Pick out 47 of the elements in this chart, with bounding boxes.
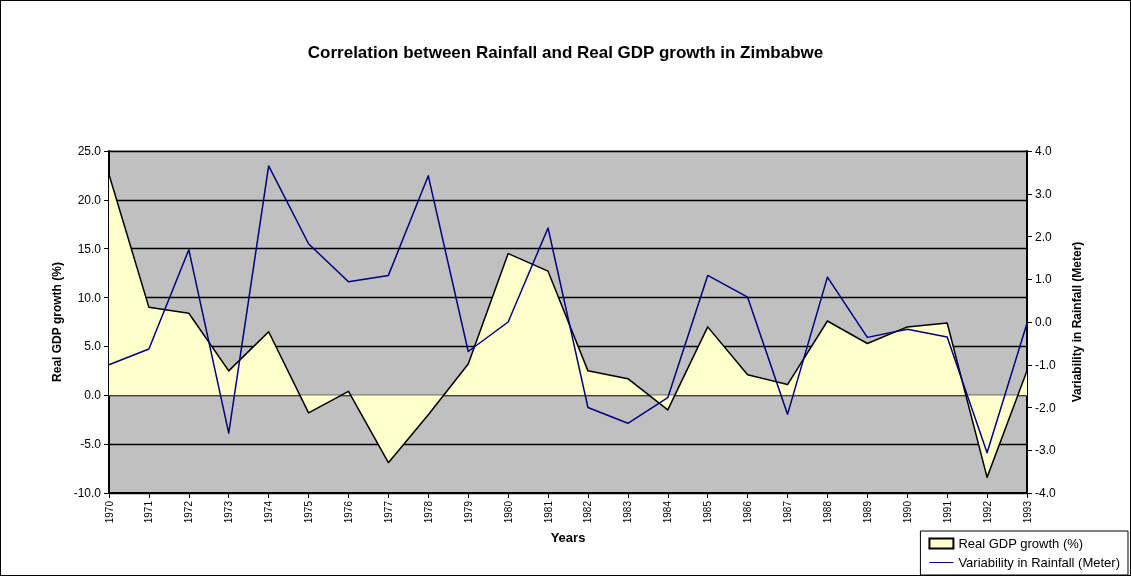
y-tick-label: -5.0	[80, 437, 102, 452]
y2-tick-label: 2.0	[1035, 229, 1053, 244]
y-tick-label: 15.0	[77, 241, 102, 256]
x-tick-label: 1986	[742, 500, 754, 524]
x-tick-label: 1992	[981, 500, 993, 524]
x-tick-label: 1970	[103, 500, 115, 524]
y-tick-label: 25.0	[77, 144, 102, 158]
y-tick-label: -10.0	[73, 486, 102, 500]
y-axis-title: Real GDP growth (%)	[49, 262, 64, 382]
y2-tick-label: -1.0	[1035, 357, 1056, 372]
x-tick-label: 1977	[382, 500, 394, 524]
x-tick-label: 1971	[143, 500, 155, 524]
x-tick-label: 1985	[702, 500, 714, 524]
x-tick-label: 1976	[342, 500, 354, 524]
x-axis-title: Years	[550, 530, 586, 546]
legend-label: Real GDP growth (%)	[958, 536, 1084, 551]
y2-tick-label: -3.0	[1035, 443, 1056, 458]
y-tick-label: 5.0	[84, 339, 102, 354]
y-tick-label: 0.0	[84, 388, 102, 403]
x-tick-label: 1982	[582, 500, 594, 524]
x-tick-label: 1973	[223, 500, 235, 524]
y-tick-label: 10.0	[77, 290, 102, 305]
x-tick-label: 1990	[901, 500, 913, 524]
x-tick-label: 1979	[462, 500, 474, 524]
y2-tick-label: 1.0	[1035, 272, 1053, 287]
x-tick-label: 1987	[782, 500, 794, 524]
x-tick-label: 1978	[422, 500, 434, 524]
y2-tick-label: 0.0	[1035, 315, 1053, 329]
y2-axis-title: Variability in Rainfall (Meter)	[1070, 241, 1084, 403]
x-tick-label: 1988	[821, 500, 833, 524]
x-tick-label: 1981	[542, 500, 554, 524]
y-tick-label: 20.0	[77, 192, 102, 207]
x-tick-label: 1974	[263, 500, 275, 524]
x-tick-label: 1972	[183, 500, 195, 524]
x-tick-label: 1980	[502, 500, 514, 524]
x-tick-label: 1989	[861, 500, 873, 524]
legend-label: Variability in Rainfall (Meter)	[958, 555, 1121, 570]
x-tick-label: 1991	[941, 500, 953, 524]
chart-title: Correlation between Rainfall and Real GDP growth in Zimbabwe	[307, 43, 824, 62]
y2-tick-label: 3.0	[1035, 186, 1053, 201]
y2-tick-label: 4.0	[1035, 144, 1053, 158]
x-tick-label: 1975	[303, 500, 315, 524]
x-tick-label: 1993	[1021, 500, 1033, 524]
y2-tick-label: -2.0	[1035, 400, 1056, 415]
x-tick-label: 1984	[662, 500, 674, 524]
y2-tick-label: -4.0	[1035, 486, 1056, 500]
x-tick-label: 1983	[622, 500, 634, 524]
